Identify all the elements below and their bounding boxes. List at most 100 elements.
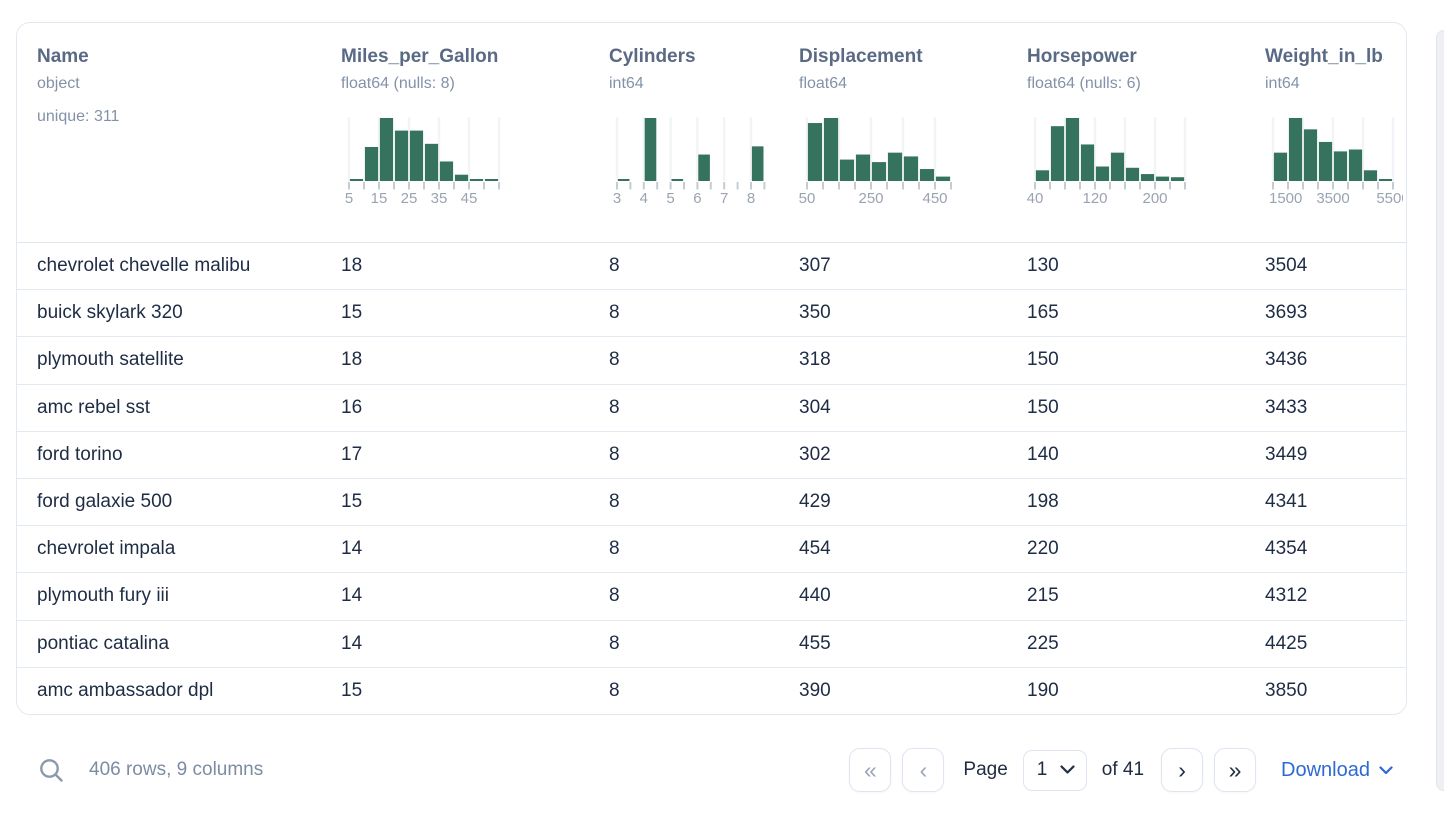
column-dtype: float64 (nulls: 8)	[341, 75, 455, 92]
table-cell: 4354	[1265, 538, 1308, 560]
histogram-tick-label: 3500	[1316, 190, 1349, 207]
column-histogram[interactable]: 50 250 450	[799, 117, 961, 209]
table-cell: 8	[609, 396, 620, 418]
histogram-bar	[394, 130, 409, 181]
last-page-button[interactable]: »	[1214, 748, 1257, 792]
histogram-bar	[379, 118, 394, 181]
table-cell: plymouth fury iii	[37, 585, 169, 607]
table-cell: 455	[799, 632, 831, 654]
table-cell: 440	[799, 585, 831, 607]
histogram-bar	[887, 152, 903, 181]
column-unique-count: unique: 311	[37, 108, 120, 125]
table-cell: 165	[1027, 302, 1059, 324]
histogram-bar	[807, 123, 823, 181]
table-cell: 8	[609, 585, 620, 607]
histogram-bar	[839, 159, 855, 181]
table-cell: 8	[609, 255, 620, 277]
histogram-tick-label: 15	[371, 190, 388, 207]
table-cell: 8	[609, 632, 620, 654]
column-histogram[interactable]: 40 120 200	[1027, 117, 1195, 209]
histogram-bar	[1378, 179, 1393, 181]
table-cell: 307	[799, 255, 831, 277]
histogram-bar	[671, 178, 684, 181]
histogram-tick-label: 1500	[1269, 190, 1302, 207]
histogram-bar	[1035, 170, 1050, 181]
histogram-bar	[1288, 118, 1303, 181]
histogram-bar	[409, 130, 424, 181]
histogram-tick-label: 7	[720, 190, 728, 207]
histogram-bar	[439, 161, 454, 181]
table-footer: 406 rows, 9 columns « ‹ Page 1 of 41 › »…	[16, 742, 1407, 798]
table-cell: 3850	[1265, 680, 1308, 702]
first-page-button[interactable]: «	[849, 748, 892, 792]
histogram-tick-label: 45	[461, 190, 478, 207]
histogram-bar	[1110, 152, 1125, 181]
histogram-tick-label: 40	[1027, 190, 1043, 207]
column-dtype: float64 (nulls: 6)	[1027, 75, 1141, 92]
column-name: Displacement	[799, 46, 923, 67]
next-page-button[interactable]: ›	[1161, 748, 1204, 792]
column-histogram[interactable]: 3 4 5 6 7 8	[609, 117, 774, 209]
histogram-tick-label: 3	[613, 190, 621, 207]
histogram-bar	[644, 118, 657, 181]
histogram-bar	[903, 156, 919, 181]
table-cell: chevrolet chevelle malibu	[37, 255, 251, 277]
page-select-value: 1	[1036, 759, 1048, 780]
histogram-container: 40 120 200	[1027, 117, 1263, 209]
prev-page-button[interactable]: ‹	[902, 748, 945, 792]
table-row: chevrolet impala 14 8 454 220 4354	[17, 526, 1406, 574]
search-icon[interactable]	[38, 757, 65, 784]
histogram-bar	[1065, 118, 1080, 181]
histogram-bar	[1333, 151, 1348, 181]
download-menu[interactable]: Download	[1281, 759, 1393, 782]
table-cell: 17	[341, 443, 363, 465]
histogram-bar	[424, 143, 439, 181]
histogram-bar	[751, 146, 764, 181]
histogram-bar	[823, 118, 839, 181]
table-cell: 3436	[1265, 349, 1308, 371]
table-cell: 4341	[1265, 491, 1308, 513]
histogram-tick-label: 25	[401, 190, 418, 207]
histogram-tick-label: 5500	[1376, 190, 1403, 207]
column-header-cylinders: Cylinders int64 3 4 5 6 7 8	[609, 23, 799, 242]
table-row: buick skylark 320 15 8 350 165 3693	[17, 290, 1406, 338]
table-cell: 454	[799, 538, 831, 560]
adjacent-panel-edge	[1436, 30, 1444, 791]
table-cell: 8	[609, 302, 620, 324]
histogram-tick-label: 120	[1082, 190, 1107, 207]
table-cell: ford torino	[37, 443, 123, 465]
histogram-bar	[617, 178, 630, 181]
table-cell: 318	[799, 349, 831, 371]
table-row: plymouth satellite 18 8 318 150 3436	[17, 337, 1406, 385]
table-cell: 429	[799, 491, 831, 513]
table-cell: 225	[1027, 632, 1059, 654]
table-cell: 8	[609, 443, 620, 465]
table-cell: 18	[341, 349, 363, 371]
table-cell: 198	[1027, 491, 1059, 513]
histogram-tick-label: 35	[431, 190, 448, 207]
column-header-miles_per_gallon: Miles_per_Gallon float64 (nulls: 8) 5 15 25 3…	[341, 23, 609, 242]
table-cell: 3433	[1265, 396, 1308, 418]
table-cell: 4425	[1265, 632, 1308, 654]
table-cell: 140	[1027, 443, 1059, 465]
histogram-bar	[349, 179, 364, 181]
histogram-tick-label: 5	[666, 190, 674, 207]
table-cell: ford galaxie 500	[37, 491, 173, 513]
histogram-bar	[855, 154, 871, 181]
page-select[interactable]: 1	[1022, 749, 1087, 791]
column-histogram[interactable]: 1500 3500 5500	[1265, 117, 1403, 209]
table-cell: 14	[341, 538, 363, 560]
column-name: Horsepower	[1027, 46, 1137, 67]
column-name: Cylinders	[609, 46, 696, 67]
table-cell: 3504	[1265, 255, 1308, 277]
column-histogram[interactable]: 5 15 25 35 45	[341, 117, 509, 209]
table-cell: 14	[341, 585, 363, 607]
histogram-tick-label: 450	[922, 190, 947, 207]
histogram-container: 3 4 5 6 7 8	[609, 117, 797, 209]
histogram-tick-label: 50	[799, 190, 815, 207]
histogram-bar	[871, 162, 887, 181]
table-cell: 215	[1027, 585, 1059, 607]
table-row: ford torino 17 8 302 140 3449	[17, 432, 1406, 479]
download-label: Download	[1281, 758, 1370, 781]
